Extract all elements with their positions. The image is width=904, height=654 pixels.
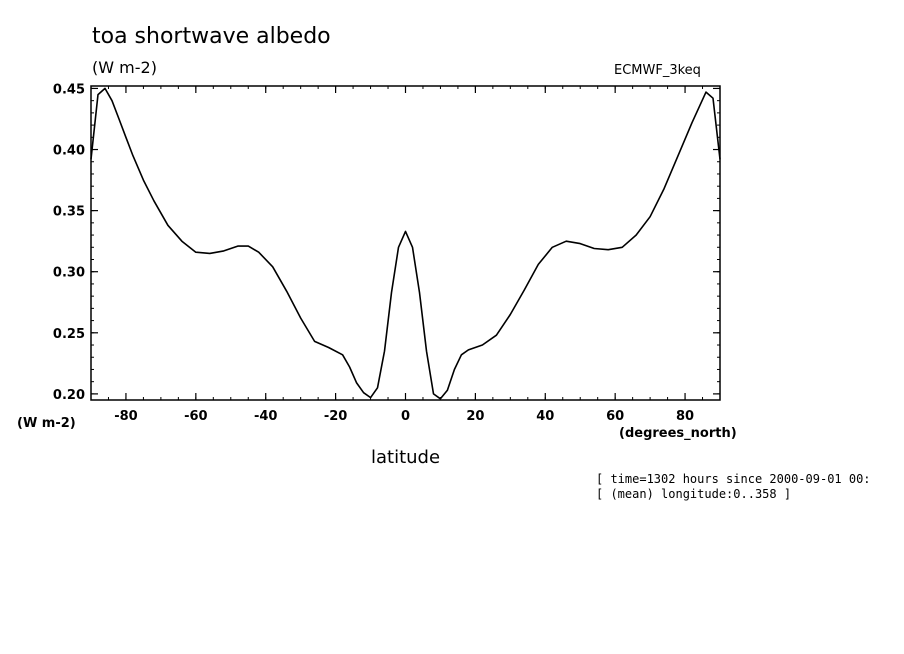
x-tick-label: -60 xyxy=(184,409,208,424)
x-tick-label: -40 xyxy=(254,409,278,424)
x-tick-label: 0 xyxy=(401,409,410,424)
x-tick-label: -20 xyxy=(324,409,348,424)
time-annotation: [ time=1302 hours since 2000-09-01 00: xyxy=(596,472,871,486)
x-axis-label: latitude xyxy=(371,447,441,468)
chart-title: toa shortwave albedo xyxy=(92,24,331,49)
x-axis-units: (degrees_north) xyxy=(619,426,737,441)
x-tick-label: 80 xyxy=(676,409,694,424)
x-tick-label: 40 xyxy=(536,409,554,424)
y-tick-label: 0.35 xyxy=(53,205,85,220)
y-tick-label: 0.25 xyxy=(53,327,85,342)
y-tick-label: 0.30 xyxy=(53,266,85,281)
x-tick-label: -80 xyxy=(114,409,138,424)
x-tick-label: 20 xyxy=(466,409,484,424)
x-tick-label: 60 xyxy=(606,409,624,424)
longitude-annotation: [ (mean) longitude:0..358 ] xyxy=(596,487,792,501)
series-line xyxy=(90,87,721,400)
y-tick-label: 0.20 xyxy=(53,388,85,403)
axes-group: -80 -60 -40 -20 0 20 40 60 80 0.20 0.25 0.30 0.35 0.4… xyxy=(53,82,721,424)
dataset-label: ECMWF_3keq xyxy=(614,63,701,78)
y-axis-label: (W m-2) xyxy=(17,416,76,431)
y-tick-label: 0.45 xyxy=(53,82,85,97)
chart-units: (W m-2) xyxy=(92,58,157,77)
series-group xyxy=(90,87,721,400)
y-tick-label: 0.40 xyxy=(53,144,85,159)
